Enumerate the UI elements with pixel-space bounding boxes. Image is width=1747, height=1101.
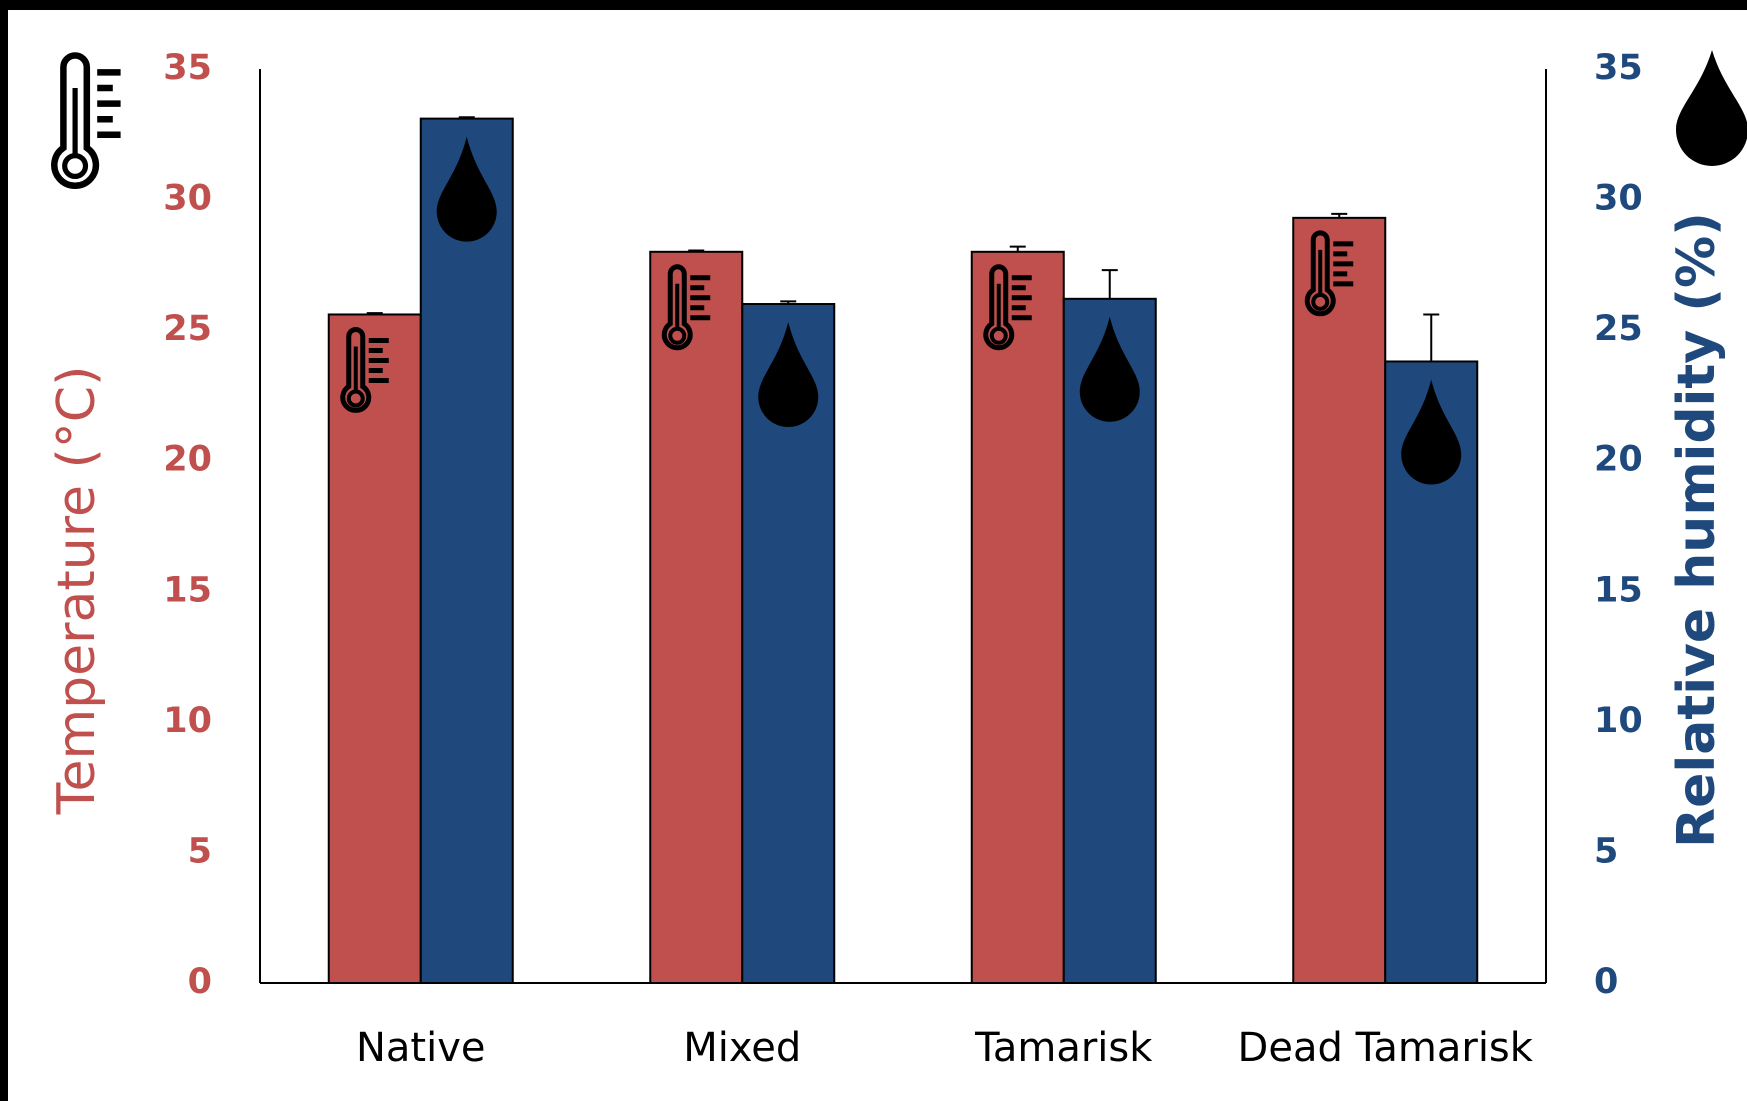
y-axis-title: Temperature (°C) xyxy=(47,366,107,816)
icon-part xyxy=(668,326,687,345)
icon-part xyxy=(690,275,711,321)
x-tick-label: Native xyxy=(356,1025,486,1071)
bar xyxy=(327,313,422,984)
y2-tick-label: 15 xyxy=(1594,570,1643,610)
drop-icon-corner xyxy=(1676,50,1747,166)
icon-part xyxy=(1333,241,1354,287)
error-bar xyxy=(1331,212,1348,218)
y-tick-label: 5 xyxy=(188,831,212,871)
frame xyxy=(0,0,1747,10)
error-bar xyxy=(1423,313,1440,362)
y-tick-label: 35 xyxy=(163,48,212,88)
x-tick-label: Dead Tamarisk xyxy=(1238,1025,1534,1071)
error-bar xyxy=(1101,269,1118,299)
drop-icon xyxy=(1401,379,1462,485)
icon-part xyxy=(983,264,1015,351)
error-bar xyxy=(780,300,797,305)
bar xyxy=(970,250,1065,985)
x-tick-label: Tamarisk xyxy=(974,1025,1153,1071)
y2-tick-label: 25 xyxy=(1594,309,1643,349)
y2-tick-label: 20 xyxy=(1594,440,1643,480)
y2-tick-label: 35 xyxy=(1594,48,1643,88)
icon-part xyxy=(340,327,372,413)
icon-part xyxy=(989,326,1008,345)
error-bar xyxy=(458,116,475,119)
drop-icon xyxy=(436,136,497,242)
thermometer-icon xyxy=(661,264,711,351)
thermometer-icon xyxy=(1304,230,1354,317)
y-tick-label: 10 xyxy=(163,701,212,741)
drop-icon xyxy=(758,322,819,428)
bar xyxy=(649,250,744,985)
error-bar xyxy=(688,249,705,252)
y2-tick-label: 10 xyxy=(1594,701,1643,741)
y2-axis-title: Relative humidity (%) xyxy=(1667,212,1727,848)
icon-part xyxy=(661,264,693,351)
y-tick-label: 0 xyxy=(188,962,212,1002)
bar xyxy=(1292,216,1387,984)
y2-tick-label: 5 xyxy=(1594,831,1618,871)
y-tick-label: 25 xyxy=(163,309,212,349)
x-tick-label: Mixed xyxy=(683,1025,801,1071)
y-tick-label: 15 xyxy=(163,570,212,610)
y-tick-label: 30 xyxy=(163,179,212,219)
y-tick-label: 20 xyxy=(163,440,212,480)
icon-part xyxy=(1011,275,1032,321)
thermometer-icon-corner xyxy=(51,52,121,190)
icon-part xyxy=(1311,292,1330,311)
icon-part xyxy=(368,337,389,383)
icon-part xyxy=(346,389,365,408)
y2-tick-label: 0 xyxy=(1594,962,1618,1002)
error-bar xyxy=(1009,245,1026,252)
thermometer-icon xyxy=(340,327,389,413)
frame xyxy=(0,0,8,1101)
y2-tick-label: 30 xyxy=(1594,179,1643,219)
icon-part xyxy=(1304,230,1336,317)
drop-icon xyxy=(1079,316,1140,422)
thermometer-icon xyxy=(983,264,1032,351)
error-bar xyxy=(366,312,383,315)
bar xyxy=(419,117,514,985)
